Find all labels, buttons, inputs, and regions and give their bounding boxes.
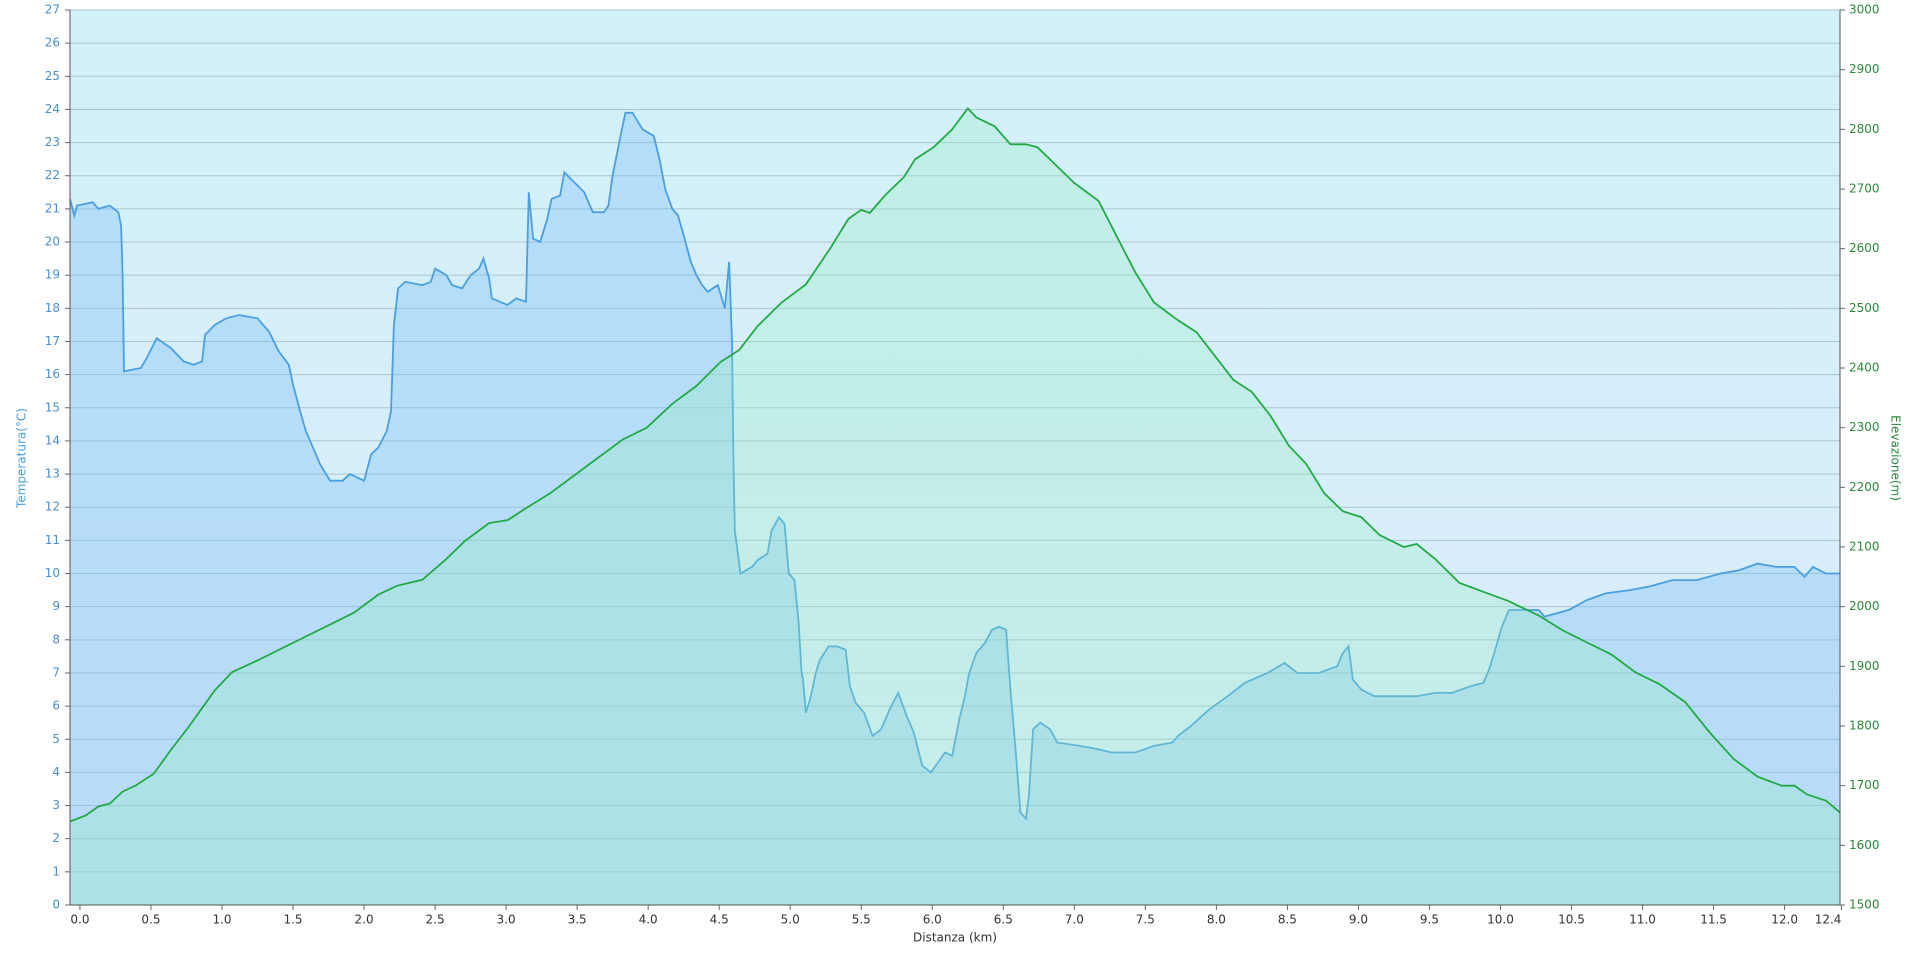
area-fill: [70, 108, 1840, 905]
y-tick-label: 26: [45, 36, 60, 50]
x-tick-label: 11.0: [1629, 913, 1656, 927]
x-tick-label: 2.0: [355, 913, 374, 927]
x-tick-label: 5.0: [781, 913, 800, 927]
series-line: [69, 107, 1841, 823]
y-tick-label: 17: [45, 334, 60, 348]
y-tick-label: 13: [45, 467, 60, 481]
y2-tick-label: 2200: [1849, 480, 1880, 494]
y-tick-label: 18: [45, 301, 60, 315]
y2-axis-title: Elevazione(m): [1889, 415, 1903, 501]
y2-tick-label: 1600: [1849, 838, 1880, 852]
x-tick-label: 12.4: [1815, 913, 1842, 927]
y-tick-label: 7: [52, 665, 60, 679]
x-tick-label: 6.0: [923, 913, 942, 927]
y-tick-label: 10: [45, 566, 60, 580]
y-tick-label: 5: [52, 732, 60, 746]
x-tick-label: 12.0: [1771, 913, 1798, 927]
y-tick-label: 16: [45, 367, 60, 381]
x-tick-label: 7.0: [1065, 913, 1084, 927]
y2-tick-label: 2000: [1849, 599, 1880, 613]
series-line: [69, 111, 1840, 821]
y2-tick-label: 2600: [1849, 241, 1880, 255]
y2-tick-label: 2500: [1849, 301, 1880, 315]
y-tick-label: 19: [45, 268, 60, 282]
x-tick-label: 11.5: [1700, 913, 1727, 927]
y2-tick-label: 3000: [1849, 3, 1880, 17]
y-tick-label: 25: [45, 69, 60, 83]
x-tick-label: 6.5: [994, 913, 1013, 927]
y-tick-label: 3: [52, 798, 60, 812]
x-tick-label: 0.0: [70, 913, 89, 927]
y-tick-label: 12: [45, 500, 60, 514]
y-tick-label: 0: [52, 898, 60, 912]
y2-tick-label: 2100: [1849, 540, 1880, 554]
x-tick-label: 4.0: [639, 913, 658, 927]
area-fill: [70, 112, 1840, 906]
y-tick-label: 9: [52, 599, 60, 613]
y-tick-label: 14: [45, 433, 60, 447]
y2-tick-label: 2800: [1849, 122, 1880, 136]
x-tick-label: 3.5: [568, 913, 587, 927]
x-tick-label: 1.0: [212, 913, 231, 927]
x-tick-label: 7.5: [1136, 913, 1155, 927]
y-tick-label: 11: [45, 533, 60, 547]
x-tick-label: 0.5: [141, 913, 160, 927]
x-tick-label: 9.0: [1349, 913, 1368, 927]
y-tick-label: 22: [45, 168, 60, 182]
x-tick-label: 10.5: [1558, 913, 1585, 927]
y2-tick-label: 1800: [1849, 719, 1880, 733]
y2-tick-label: 2900: [1849, 62, 1880, 76]
y-tick-label: 20: [45, 235, 60, 249]
x-tick-label: 5.5: [852, 913, 871, 927]
y2-tick-label: 2400: [1849, 361, 1880, 375]
x-tick-label: 8.5: [1278, 913, 1297, 927]
y-tick-label: 27: [45, 3, 60, 17]
y2-tick-label: 1700: [1849, 778, 1880, 792]
x-tick-label: 1.5: [283, 913, 302, 927]
x-tick-label: 10.0: [1487, 913, 1514, 927]
y-axis-title: Temperatura(°C): [15, 408, 29, 509]
x-tick-label: 2.5: [426, 913, 445, 927]
y-tick-label: 6: [52, 699, 60, 713]
y-tick-label: 15: [45, 400, 60, 414]
x-tick-label: 9.5: [1420, 913, 1439, 927]
y-tick-label: 21: [45, 201, 60, 215]
plot-background: [70, 10, 1840, 905]
x-tick-label: 4.5: [710, 913, 729, 927]
y-tick-label: 24: [45, 102, 60, 116]
y-tick-label: 1: [52, 864, 60, 878]
y-tick-label: 4: [52, 765, 60, 779]
x-axis-title: Distanza (km): [913, 931, 997, 945]
y-tick-label: 8: [52, 632, 60, 646]
y2-tick-label: 2300: [1849, 420, 1880, 434]
y2-tick-label: 1900: [1849, 659, 1880, 673]
x-tick-label: 3.0: [497, 913, 516, 927]
y2-tick-label: 1500: [1849, 898, 1880, 912]
y-tick-label: 23: [45, 135, 60, 149]
x-tick-label: 8.0: [1207, 913, 1226, 927]
y-tick-label: 2: [52, 831, 60, 845]
y2-tick-label: 2700: [1849, 182, 1880, 196]
